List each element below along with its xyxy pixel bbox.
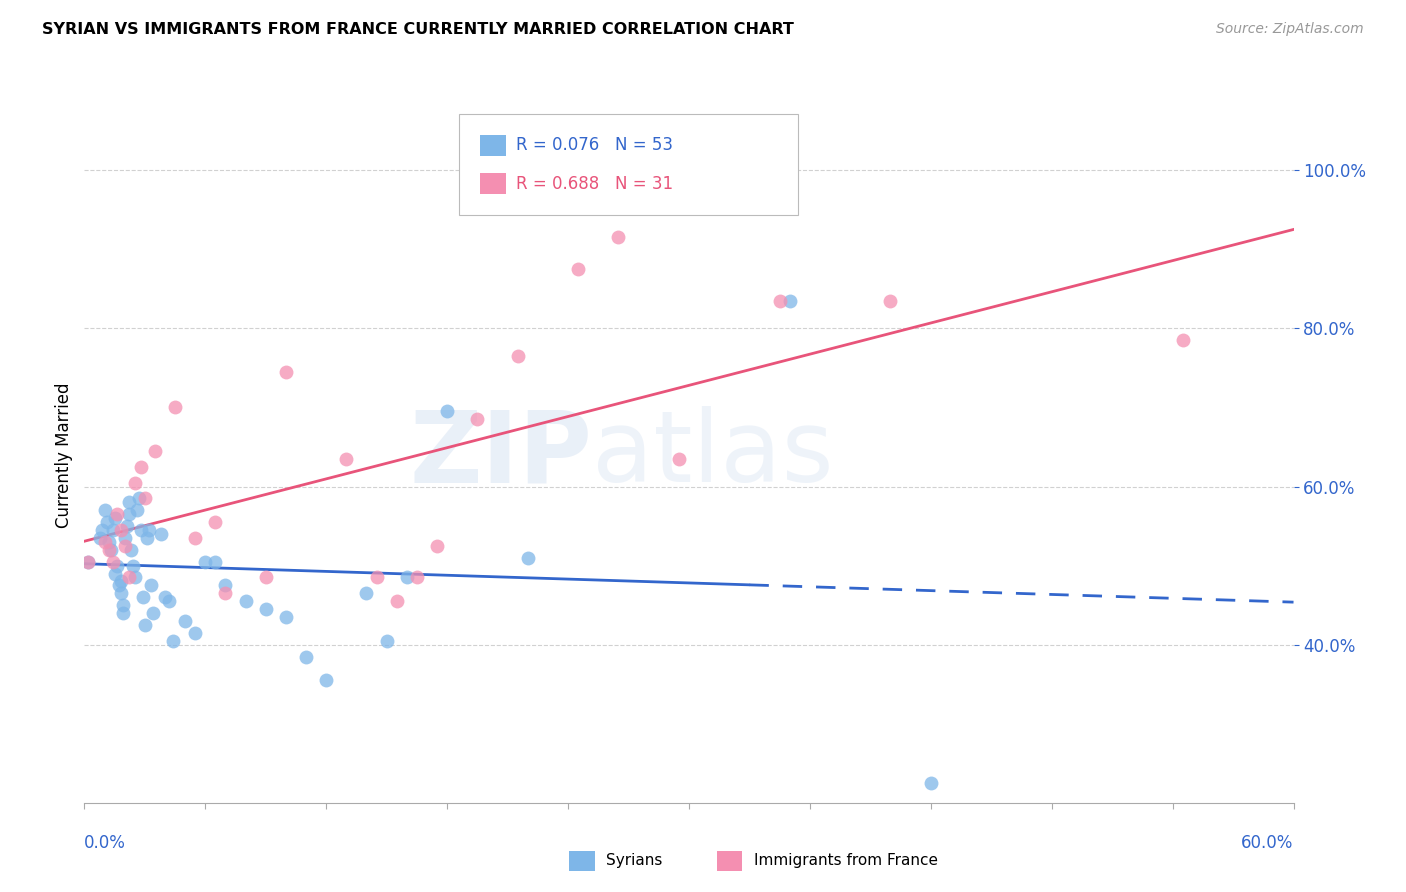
Point [107,578,129,592]
Point [204,515,226,529]
Point [97,542,120,557]
Text: Immigrants from France: Immigrants from France [754,854,938,868]
Point [120,542,142,557]
Point [125,503,148,517]
Point [214,586,236,600]
Point [254,602,277,616]
Point [406,570,429,584]
Point [194,555,217,569]
Point [105,507,128,521]
Point [567,262,589,277]
Point [118,507,141,521]
Text: SYRIAN VS IMMIGRANTS FROM FRANCE CURRENTLY MARRIED CORRELATION CHART: SYRIAN VS IMMIGRANTS FROM FRANCE CURRENT… [42,22,794,37]
Point [110,586,132,600]
Point [128,491,150,506]
Bar [479,135,506,156]
Text: ZIP: ZIP [409,407,592,503]
Point [295,649,318,664]
Point [165,401,187,415]
Point [174,614,197,628]
Bar [479,173,506,194]
Point [101,523,124,537]
Point [157,594,180,608]
Point [426,539,449,553]
Point [1171,333,1194,347]
Point [124,570,146,584]
Point [879,293,901,308]
Text: 0.0%: 0.0% [84,834,127,852]
Point [124,475,146,490]
Point [129,523,152,537]
Point [779,293,801,308]
Point [77,555,100,569]
Point [132,591,155,605]
Point [129,459,152,474]
Point [111,606,134,620]
Point [516,550,538,565]
Point [97,535,120,549]
Point [315,673,337,688]
Point [254,570,277,584]
Point [395,570,418,584]
Point [607,230,630,244]
Point [101,555,124,569]
Point [89,531,111,545]
Point [105,558,128,573]
Point [235,594,257,608]
Point [375,633,398,648]
Point [204,555,226,569]
Point [436,404,458,418]
Point [153,591,176,605]
Point [100,542,122,557]
Point [104,566,127,581]
FancyBboxPatch shape [460,114,797,215]
Point [118,495,141,509]
Text: 60.0%: 60.0% [1241,834,1294,852]
Point [274,365,297,379]
Point [142,606,165,620]
Point [110,523,132,537]
Text: R = 0.076   N = 53: R = 0.076 N = 53 [516,136,673,154]
Point [149,527,172,541]
Point [506,349,529,363]
Point [77,555,100,569]
Point [110,574,132,589]
Point [134,491,156,506]
Point [668,451,690,466]
Point [111,598,134,612]
Point [769,293,792,308]
Point [114,539,136,553]
Point [214,578,236,592]
Point [366,570,388,584]
Point [118,570,141,584]
Point [162,633,184,648]
Point [356,586,378,600]
Y-axis label: Currently Married: Currently Married [55,382,73,528]
Point [93,503,115,517]
Point [121,558,143,573]
Point [143,444,166,458]
Point [920,776,942,790]
Point [134,618,156,632]
Point [184,531,207,545]
Point [115,519,138,533]
Point [93,535,115,549]
Point [385,594,408,608]
Point [114,531,136,545]
Point [104,511,127,525]
Point [91,523,114,537]
Point [138,523,160,537]
Point [467,412,489,426]
Text: R = 0.688   N = 31: R = 0.688 N = 31 [516,175,673,193]
Point [135,531,157,545]
Point [335,451,357,466]
Point [96,515,118,529]
Point [274,610,297,624]
Point [184,625,207,640]
Text: Source: ZipAtlas.com: Source: ZipAtlas.com [1216,22,1364,37]
Point [139,578,162,592]
Text: atlas: atlas [592,407,834,503]
Text: Syrians: Syrians [606,854,662,868]
